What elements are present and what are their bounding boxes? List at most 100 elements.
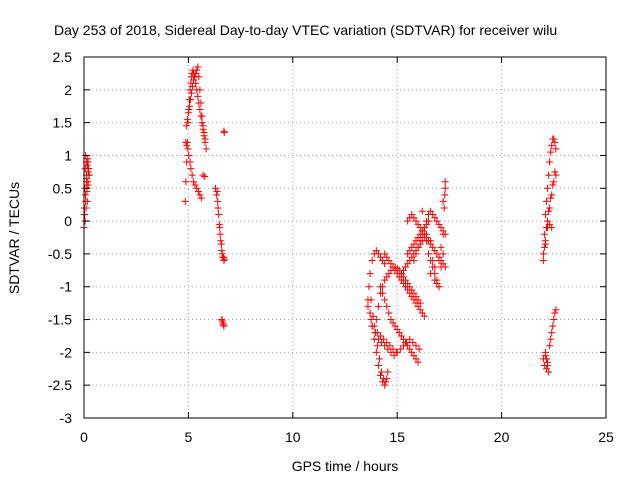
data-point-plus: [195, 73, 203, 81]
data-point-plus: [212, 184, 220, 192]
data-point-plus: [548, 224, 556, 232]
data-point-plus: [214, 204, 222, 212]
data-point-plus: [378, 368, 386, 376]
data-point-plus: [550, 178, 558, 186]
data-point-plus: [551, 138, 559, 146]
data-point-plus: [187, 165, 195, 173]
data-point-plus: [378, 339, 386, 347]
data-point-plus: [183, 115, 191, 123]
data-point-plus: [544, 184, 552, 192]
data-point-plus: [406, 335, 414, 343]
data-point-plus: [381, 296, 389, 304]
data-point-plus: [549, 181, 557, 189]
data-point-plus: [435, 283, 443, 291]
data-point-plus: [182, 138, 190, 146]
x-tick-label: 20: [494, 429, 510, 445]
chart-title: Day 253 of 2018, Sidereal Day-to-day VTE…: [54, 22, 557, 38]
data-point-plus: [441, 184, 449, 192]
data-point-plus: [368, 322, 376, 330]
data-point-plus: [547, 335, 555, 343]
data-point-plus: [542, 197, 550, 205]
data-point-plus: [439, 250, 447, 258]
data-point-plus: [375, 355, 383, 363]
data-point-plus: [81, 211, 89, 219]
data-point-plus: [83, 188, 91, 196]
data-point-plus: [191, 181, 199, 189]
y-tick-label: -0.5: [48, 246, 72, 262]
data-point-plus: [188, 171, 196, 179]
data-point-plus: [545, 207, 553, 215]
data-point-plus: [383, 302, 391, 310]
data-point-plus: [214, 197, 222, 205]
data-point-plus: [390, 352, 398, 360]
data-point-plus: [393, 348, 401, 356]
data-point-plus: [544, 358, 552, 366]
data-point-plus: [184, 109, 192, 117]
data-point-plus: [420, 312, 428, 320]
x-tick-label: 5: [185, 429, 193, 445]
data-point-plus: [546, 342, 554, 350]
data-point-plus: [545, 171, 553, 179]
data-point-plus: [182, 178, 190, 186]
x-tick-label: 15: [389, 429, 405, 445]
data-point-plus: [197, 194, 205, 202]
data-point-plus: [185, 102, 193, 110]
data-point-plus: [540, 243, 548, 251]
data-point-plus: [184, 145, 192, 153]
data-point-plus: [437, 243, 445, 251]
data-point-plus: [384, 345, 392, 353]
data-point-plus: [376, 371, 384, 379]
data-point-plus: [548, 191, 556, 199]
data-point-plus: [412, 250, 420, 258]
data-point-plus: [366, 270, 374, 278]
data-point-plus: [548, 142, 556, 150]
data-point-plus: [186, 96, 194, 104]
data-point-plus: [376, 283, 384, 291]
data-point-plus: [196, 106, 204, 114]
data-point-plus: [539, 256, 547, 264]
data-point-plus: [547, 194, 555, 202]
x-axis-label: GPS time / hours: [292, 458, 399, 474]
data-point-plus: [199, 171, 207, 179]
data-point-plus: [441, 191, 449, 199]
data-point-plus: [198, 119, 206, 127]
data-point-plus: [412, 342, 420, 350]
data-point-plus: [194, 188, 202, 196]
data-point-plus: [414, 243, 422, 251]
data-point-plus: [196, 191, 204, 199]
data-point-plus: [181, 197, 189, 205]
data-point-plus: [441, 178, 449, 186]
data-point-plus: [366, 309, 374, 317]
data-point-plus: [427, 270, 435, 278]
data-point-plus: [199, 122, 207, 130]
data-point-plus: [201, 172, 209, 180]
data-point-plus: [552, 145, 560, 153]
data-point-plus: [374, 302, 382, 310]
y-tick-label: 0: [64, 213, 72, 229]
plot-frame: [83, 56, 607, 419]
data-point-plus: [201, 135, 209, 143]
data-point-plus: [418, 207, 426, 215]
data-point-plus: [189, 83, 197, 91]
data-point-plus: [542, 365, 550, 373]
data-point-plus: [379, 289, 387, 297]
y-tick-label: -3: [60, 410, 73, 426]
data-marks: [80, 63, 560, 389]
data-point-plus: [202, 145, 210, 153]
x-tick-label: 10: [285, 429, 301, 445]
data-point-plus: [220, 255, 228, 263]
data-point-plus: [368, 256, 376, 264]
data-point-plus: [373, 342, 381, 350]
data-point-plus: [197, 99, 205, 107]
data-point-plus: [219, 321, 227, 329]
data-point-plus: [549, 322, 557, 330]
data-point-plus: [431, 263, 439, 271]
data-point-plus: [441, 263, 449, 271]
data-point-plus: [551, 168, 559, 176]
grid: [84, 57, 606, 418]
data-point-plus: [372, 348, 380, 356]
data-point-plus: [387, 348, 395, 356]
axis-ticks: 0 5 10 15 20 25 -3 -2.5 -2 -1.5 -1 -0.5 0 0.5 1 1.5 2 2.5: [48, 49, 614, 445]
data-point-plus: [84, 165, 92, 173]
data-point-plus: [381, 381, 389, 389]
